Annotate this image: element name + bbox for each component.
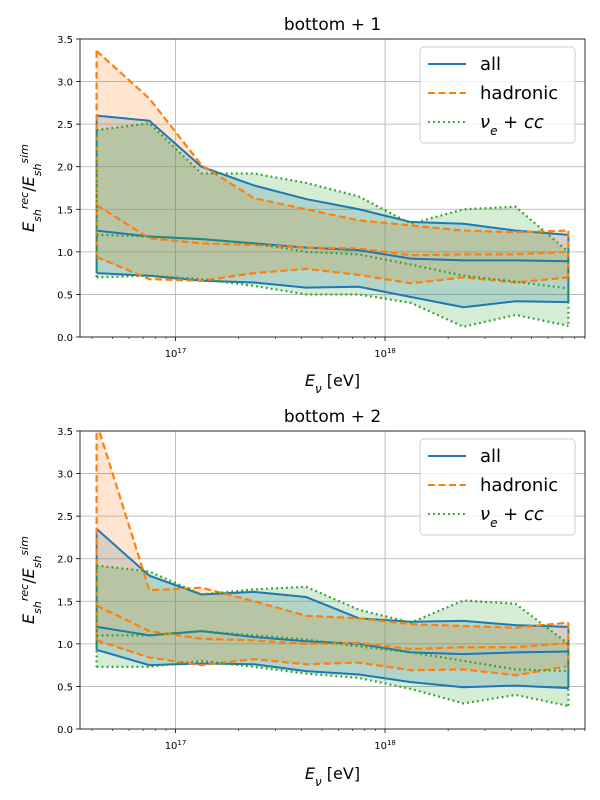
- x-axis-label: Eν [eV]: [305, 764, 360, 789]
- y-tick-label: 1.5: [57, 205, 73, 216]
- panel-2: 0.0 0.5 1.0 1.5 2.0 2.5 3.0 3.5 1017 1018 bottom +…: [18, 407, 586, 789]
- chart-title: bottom + 2: [284, 407, 381, 427]
- y-tick-label: 3.5: [57, 35, 73, 46]
- y-tick-label: 3.0: [57, 470, 73, 481]
- legend-box: [419, 438, 576, 536]
- nue-cc-band: [96, 123, 569, 327]
- x-tick-label: 1017: [165, 347, 187, 360]
- all-lower-line: [96, 272, 569, 309]
- y-tick-label: 1.0: [57, 248, 73, 259]
- hadronic-median-line: [96, 204, 569, 257]
- nue-cc-upper-line: [96, 564, 570, 645]
- nue-cc-median-line: [96, 629, 569, 673]
- hadronic-upper-line: [95, 50, 569, 234]
- y-tick-label: 3.0: [57, 78, 73, 89]
- y-axis-label: Eshrec/Eshsim: [18, 144, 44, 232]
- y-tick-label: 2.5: [57, 120, 73, 131]
- hadronic-lower-line: [96, 255, 569, 285]
- y-tick-label: 3.5: [57, 427, 73, 438]
- legend: all hadronic νe + cc: [419, 46, 576, 144]
- all-lower-line: [96, 648, 569, 690]
- nue-cc-lower-line: [96, 274, 569, 328]
- y-tick-label: 2.0: [57, 163, 73, 174]
- y-tick-label: 2.5: [57, 512, 73, 523]
- y-tick-label: 1.5: [57, 597, 73, 608]
- axes-frame: [79, 430, 586, 730]
- chart-title: bottom + 1: [284, 15, 381, 35]
- y-tick-label: 0.5: [57, 682, 73, 693]
- legend-label-hadronic: hadronic: [480, 83, 558, 104]
- all-upper-line: [96, 114, 569, 236]
- x-tick-label: 1018: [374, 739, 396, 752]
- plot-area: [95, 50, 570, 328]
- nue-cc-band: [96, 565, 569, 707]
- y-tick-label: 0.5: [57, 290, 73, 301]
- x-axis-label: Eν [eV]: [305, 371, 360, 396]
- legend-box: [419, 46, 576, 144]
- legend-label-all: all: [480, 446, 501, 467]
- y-tick-label: 0.0: [57, 333, 73, 344]
- y-tick-label: 2.0: [57, 555, 73, 566]
- panel-1: 0.0 0.5 1.0 1.5 2.0 2.5 3.0 3.5 1017 1018 bottom +…: [18, 15, 586, 396]
- y-tick-label: 1.0: [57, 640, 73, 651]
- hadronic-band: [96, 50, 569, 284]
- axes-frame: [79, 38, 586, 338]
- hadronic-upper-line: [98, 431, 569, 629]
- all-upper-line: [95, 528, 569, 628]
- x-tick-label: 1017: [165, 739, 187, 752]
- x-tick-label: 1018: [374, 347, 396, 360]
- hadronic-band: [96, 431, 569, 676]
- y-tick-label: 0.0: [57, 725, 73, 736]
- y-axis-label: Eshrec/Eshsim: [18, 536, 44, 624]
- legend-label-hadronic: hadronic: [480, 475, 558, 496]
- legend: all hadronic νe + cc: [419, 438, 576, 536]
- legend-label-all: all: [480, 54, 501, 75]
- plot-area: [95, 431, 570, 708]
- nue-cc-median-line: [96, 233, 569, 290]
- legend-label-nue-cc: νe + cc: [480, 112, 544, 138]
- legend-label-nue-cc: νe + cc: [480, 504, 544, 530]
